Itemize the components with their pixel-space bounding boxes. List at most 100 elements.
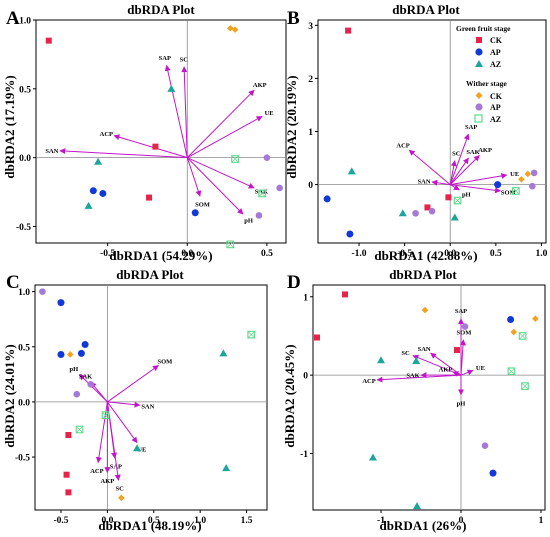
arrow-label-san: SAN: [141, 404, 154, 411]
point-ap-green: [323, 195, 331, 203]
arrow-label-ue: UE: [476, 365, 485, 372]
point-ap-green: [489, 469, 497, 477]
point-az-wither-cross: [512, 187, 520, 195]
arrow-ph: [79, 373, 108, 403]
arrow-label-sc: SC: [452, 150, 461, 157]
arrow-akp: [186, 89, 255, 159]
x-tick-label: 0.5: [148, 516, 160, 526]
arrow-label-sap: SAP: [159, 55, 171, 62]
x-tick-label: 0.0: [181, 249, 193, 259]
arrow-sak: [187, 157, 255, 189]
point-ap-wither: [428, 207, 436, 215]
y-tick-label: 1.0: [18, 288, 30, 298]
arrow-label-sap: SAP: [465, 124, 477, 131]
arrow-acp: [376, 374, 462, 383]
arrow-label-sap: SAP: [455, 308, 467, 315]
arrow-label-ue: UE: [265, 110, 274, 117]
point-az-wither: [75, 425, 84, 434]
legend-marker-ap-green: [475, 48, 483, 56]
chart-title: dbRDA Plot: [392, 2, 460, 17]
arrow-ue: [450, 172, 508, 186]
plot-frame: [312, 284, 546, 511]
arrow-label-som: SOM: [158, 358, 173, 365]
arrow-label-san: SAN: [418, 178, 431, 185]
legend-label-az: AZ: [490, 115, 501, 124]
point-az-green: [219, 349, 228, 357]
arrow-label-sc: SC: [115, 486, 124, 493]
point-ck-green: [342, 291, 348, 298]
y-axis-label: dbRDA2 (24.01%): [2, 344, 17, 447]
point-az-green: [167, 84, 176, 92]
point-ap-wither: [263, 154, 271, 161]
x-tick-label: 0: [459, 516, 464, 526]
point-ap-wither: [481, 442, 489, 450]
legend-marker-az-green: [475, 60, 483, 67]
y-tick-label: 3: [308, 22, 313, 32]
arrow-ue: [187, 115, 263, 159]
point-az-wither: [101, 411, 110, 419]
arrow-san: [107, 401, 141, 408]
point-ap-wither: [276, 184, 283, 192]
point-ck-green: [345, 27, 352, 34]
point-ck-wither: [231, 26, 239, 33]
arrow-ue: [106, 401, 138, 444]
x-tick-label: 0.0: [101, 516, 113, 526]
legend-marker-az-wither: [474, 114, 483, 123]
arrow-ue: [460, 369, 474, 376]
point-ck-green: [146, 194, 153, 201]
y-tick-label: 0.0: [18, 398, 30, 408]
point-az-green: [450, 213, 459, 221]
point-az-wither-cross: [101, 411, 110, 419]
arrow-label-sc: SC: [180, 56, 189, 63]
arrow-akp: [449, 154, 480, 185]
point-az-green: [398, 209, 407, 217]
arrow-label-ue: UE: [510, 171, 519, 178]
chart-title: dbRDA Plot: [127, 2, 195, 17]
legend: Green fruit stage CK AP AZ Wither stage …: [456, 24, 511, 124]
point-az-wither: [258, 189, 266, 198]
point-ap-green: [57, 350, 65, 358]
arrow-acp: [113, 134, 188, 159]
x-tick-label: 1.0: [194, 516, 206, 526]
point-az-wither: [231, 155, 239, 163]
chart-title: dbRDA Plot: [116, 267, 184, 282]
point-az-wither-cross: [453, 196, 462, 205]
x-tick-label: 1: [539, 516, 544, 526]
point-ap-green: [191, 209, 199, 217]
x-tick-label: 1.5: [241, 516, 253, 526]
point-az-wither: [226, 240, 235, 249]
point-ck-wither: [421, 306, 429, 314]
x-tick-label: -1: [377, 516, 385, 526]
point-ck-green: [424, 204, 431, 211]
arrow-label-ph: pH: [70, 366, 79, 373]
legend-marker-ck-wither: [475, 92, 483, 99]
y-axis-label: dbRDA2 (20.19%): [284, 75, 299, 178]
y-tick-label: -0.5: [16, 223, 31, 233]
point-ap-green: [99, 189, 107, 197]
plot-frame: [34, 284, 268, 511]
point-ck-green: [454, 347, 460, 354]
arrow-som: [107, 365, 159, 403]
arrow-akp: [452, 371, 462, 377]
x-tick-label: 1.0: [536, 249, 548, 259]
panel-label: B: [287, 8, 300, 29]
arrow-label-acp: ACP: [396, 142, 409, 149]
arrow-label-som: SOM: [195, 201, 210, 208]
point-az-wither-cross: [258, 189, 266, 197]
arrow-ph: [449, 184, 460, 191]
arrow-sak: [449, 157, 469, 185]
point-ck-wither: [510, 328, 518, 336]
point-az-green: [369, 453, 377, 461]
arrow-sc: [181, 66, 188, 158]
arrow-label-san: SAN: [418, 346, 431, 353]
point-az-green: [94, 157, 103, 165]
arrow-label-akp: AKP: [439, 367, 453, 374]
x-tick-label: 0.5: [261, 249, 273, 259]
y-tick-label: 2: [308, 75, 313, 85]
y-tick-label: 0: [308, 181, 313, 191]
point-ap-wither: [73, 390, 81, 398]
point-az-wither-cross: [247, 331, 255, 339]
point-az-wither-cross: [226, 240, 234, 248]
point-ap-wither: [461, 323, 469, 330]
